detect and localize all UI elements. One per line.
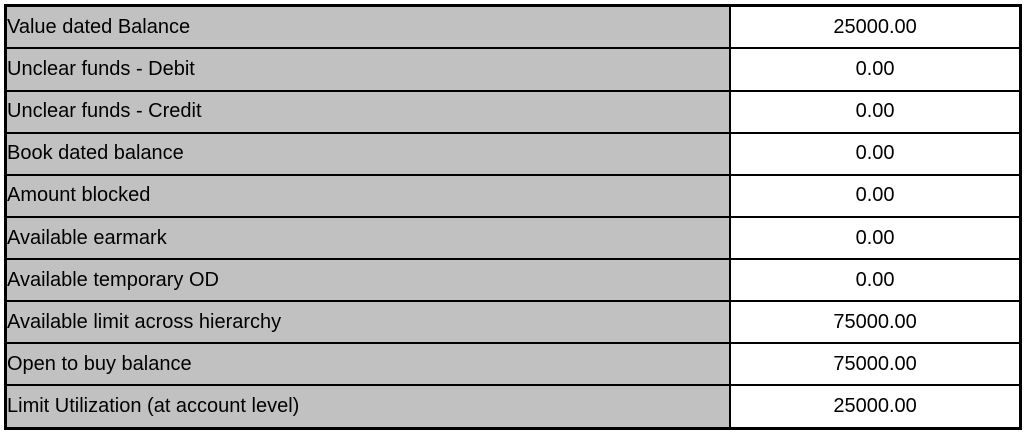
row-label: Amount blocked [4, 173, 732, 218]
balance-summary-panel: Value dated Balance 25000.00 Unclear fun… [4, 4, 1022, 430]
row-value: 25000.00 [729, 4, 1022, 50]
row-value: 25000.00 [729, 384, 1022, 430]
row-label: Open to buy balance [4, 342, 732, 387]
table-row: Available temporary OD 0.00 [4, 258, 1022, 303]
row-label: Book dated balance [4, 131, 732, 176]
row-value: 75000.00 [729, 300, 1022, 345]
table-row: Book dated balance 0.00 [4, 131, 1022, 176]
row-value: 75000.00 [729, 342, 1022, 387]
row-value: 0.00 [729, 89, 1022, 134]
table-row: Unclear funds - Debit 0.00 [4, 47, 1022, 92]
row-value: 0.00 [729, 258, 1022, 303]
row-label: Available limit across hierarchy [4, 300, 732, 345]
table-row: Value dated Balance 25000.00 [4, 4, 1022, 50]
table-row: Limit Utilization (at account level) 250… [4, 384, 1022, 430]
balance-summary-table: Value dated Balance 25000.00 Unclear fun… [4, 4, 1022, 430]
row-label: Unclear funds - Credit [4, 89, 732, 134]
row-value: 0.00 [729, 131, 1022, 176]
table-row: Unclear funds - Credit 0.00 [4, 89, 1022, 134]
table-row: Open to buy balance 75000.00 [4, 342, 1022, 387]
balance-table-body: Value dated Balance 25000.00 Unclear fun… [4, 4, 1022, 430]
row-value: 0.00 [729, 47, 1022, 92]
table-row: Available earmark 0.00 [4, 215, 1022, 261]
row-label: Limit Utilization (at account level) [4, 384, 732, 430]
row-label: Unclear funds - Debit [4, 47, 732, 92]
row-label: Available temporary OD [4, 258, 732, 303]
table-row: Amount blocked 0.00 [4, 173, 1022, 218]
row-value: 0.00 [729, 215, 1022, 261]
row-value: 0.00 [729, 173, 1022, 218]
row-label: Available earmark [4, 215, 732, 261]
table-row: Available limit across hierarchy 75000.0… [4, 300, 1022, 345]
row-label: Value dated Balance [4, 4, 732, 50]
